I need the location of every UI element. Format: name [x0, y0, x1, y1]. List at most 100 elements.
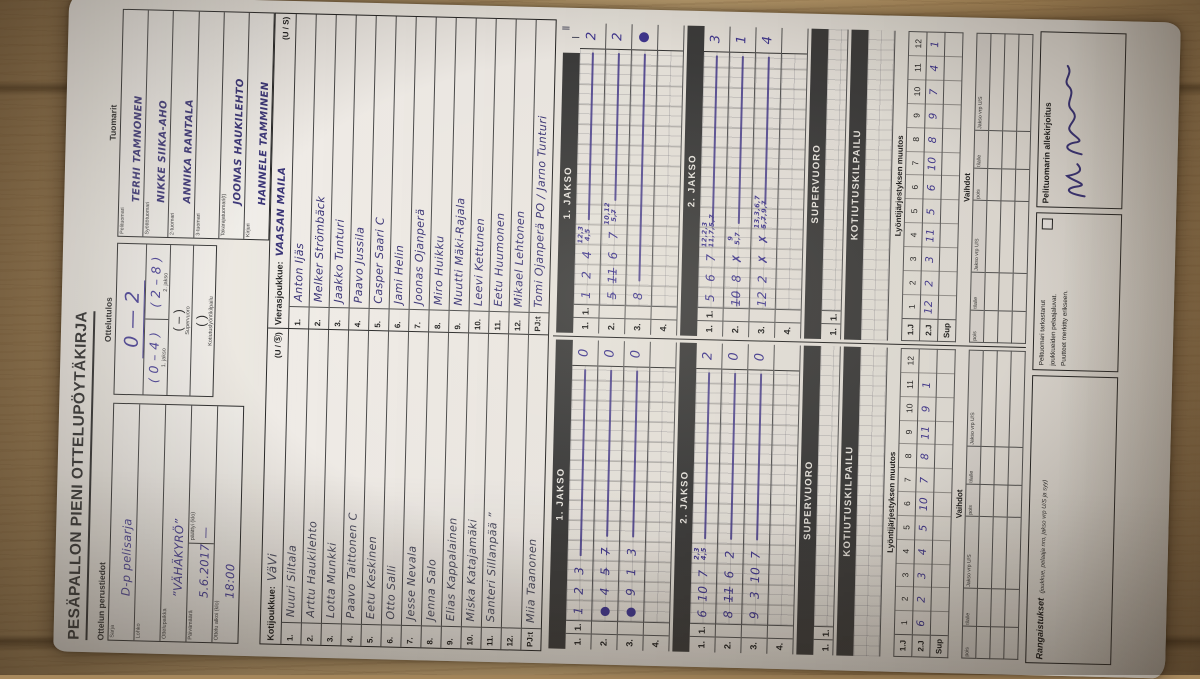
score-cell: 5 — [698, 287, 723, 308]
period1-score-cell: ( 0 – 4 ) 1. jakso — [143, 320, 168, 395]
score-total: 3 — [704, 26, 730, 53]
player-name: Eetu Huumonen — [490, 212, 511, 312]
substitution-cell — [992, 516, 1007, 588]
referee-name: JOONAS HAUKILEHTO — [232, 78, 246, 205]
player-name: Anton Ijäs — [290, 243, 311, 307]
order-cell — [940, 223, 958, 247]
player-name: Nuutti Mäki-Rajala — [450, 197, 472, 311]
period-scores: ( 0 – 4 ) 1. jakso ( 2 – 8 ) 2. jakso — [142, 244, 170, 395]
player-name: Joonas Ojanperä — [410, 208, 431, 310]
player-number: 7. — [401, 625, 421, 647]
score-total: 0 — [722, 344, 748, 371]
score-row-label: 1. — [573, 317, 598, 334]
home-team-label: Kotijoukkue: — [265, 586, 276, 641]
substitution-cell — [1013, 273, 1027, 311]
order-cell: 2 — [903, 270, 921, 294]
order-cell: 7 — [926, 79, 944, 103]
order-cell — [945, 33, 963, 56]
player-number: 3. — [329, 307, 349, 329]
score-cell: ✗ — [751, 228, 776, 249]
substitution-column-header: Jakso vrp U/S — [975, 34, 990, 130]
substitution-cell — [1003, 34, 1018, 130]
player-number: 5. — [361, 624, 381, 646]
player-number: 11. — [481, 627, 501, 649]
bottom-row: Rangaistukset (joukkue, pelaaja nro, jak… — [1025, 31, 1126, 665]
score-row-sublabel — [723, 308, 748, 322]
referee-name: ANNIKA RANTALA — [182, 99, 196, 204]
score-row-sublabel — [592, 620, 617, 634]
score-total — [650, 342, 676, 369]
kotiutus-score-cell: ( ) Kotiutuslyöntikilpailu — [190, 246, 216, 396]
score-row-label: 3. — [749, 321, 774, 338]
score-total: ● — [632, 24, 658, 51]
score-row-sublabel — [599, 305, 624, 319]
player-name: Elias Kappalainen — [442, 517, 464, 626]
order-cell: 3 — [922, 247, 940, 271]
start-time-label: Ottelu alkoi (klo) — [213, 600, 220, 640]
substitution-column-header: Jakso vrp U/S — [964, 516, 979, 588]
team-rosters: Kotijoukkue: VäVi (U / Ⓢ) 1.Nuuri Siltal… — [259, 13, 556, 652]
score-cell: 6 — [698, 267, 723, 288]
score-total: 2 — [696, 343, 722, 370]
runner-note-bottom: 5,7̶ — [611, 206, 619, 225]
score-total — [658, 25, 684, 52]
score-row-label: 2. — [591, 633, 616, 650]
order-row-label: Sup — [930, 635, 948, 657]
score-total: 4 — [756, 27, 782, 54]
series-value: D-p pelisarja — [119, 518, 137, 596]
score-row-label: 3. — [625, 318, 650, 335]
substitution-cell — [984, 310, 998, 342]
group-label: Lohko — [135, 623, 141, 638]
player-name: Melker Strömbäck — [310, 196, 332, 308]
substitution-cell — [994, 484, 1008, 516]
tally-mark: Ⅰ — [571, 36, 582, 39]
pjt-label: PJ:t — [529, 312, 549, 334]
substitution-cell — [987, 168, 1001, 200]
kotiutus-score-row: ( ) Kotiutuslyöntikilpailu — [189, 246, 216, 397]
date-value: 5.6.2017 — [197, 543, 214, 598]
substitution-cell — [1004, 627, 1018, 659]
substitution-cell — [978, 516, 993, 588]
score-row-label: 4. — [643, 635, 668, 652]
player-number: 3. — [321, 623, 341, 645]
order-cell — [944, 80, 962, 104]
score-cell — [649, 402, 674, 423]
score-row-sublabel — [644, 622, 669, 636]
home-us-marker: (U / Ⓢ) — [272, 332, 284, 358]
order-row-label: Sup — [938, 319, 956, 341]
substitution-column-header: pois — [966, 484, 980, 516]
score-cell: 1 — [574, 284, 599, 305]
score-cell — [781, 89, 806, 110]
substitution-cell — [990, 626, 1004, 658]
score-cell: 4 — [575, 244, 600, 265]
start-time-value: 18:00 — [222, 563, 239, 599]
score-cell — [657, 86, 682, 107]
player-number: 6. — [381, 624, 401, 646]
score-cell: 7 — [691, 563, 716, 584]
order-cell — [944, 56, 962, 80]
signature-box: Pelituomarin allekirjoitus — [1036, 31, 1126, 209]
score-cell — [645, 562, 670, 583]
score-row-sublabel: 1. — [690, 623, 715, 637]
score-cell: 5̶ — [600, 285, 625, 306]
score-cell — [779, 149, 804, 170]
player-name: Lotta Munkki — [322, 542, 343, 623]
substitution-cell — [1009, 352, 1024, 447]
score-row-label: 2. — [715, 637, 740, 654]
order-cell — [919, 349, 937, 372]
runner-note-bottom: 5̶,7̶,9,7̶ — [761, 209, 769, 228]
order-cell: 6 — [898, 491, 916, 515]
substitution-cell — [1001, 168, 1015, 200]
referee-name: NIKKE SIIKA-AHO — [157, 100, 171, 203]
substitution-cell — [976, 626, 990, 658]
away-team-roster: Vierasjoukkue: VAASAN MAILA (U / S) 1.An… — [268, 14, 556, 335]
score-cell: 7 — [743, 544, 768, 565]
player-name: Jaakko Tunturi — [330, 219, 351, 308]
substitution-cell — [991, 588, 1005, 626]
order-cell: 8 — [925, 127, 943, 151]
player-number: 4. — [341, 623, 361, 645]
order-cell: 9 — [925, 103, 943, 127]
venue-label: Ottelupaikka — [161, 608, 168, 639]
